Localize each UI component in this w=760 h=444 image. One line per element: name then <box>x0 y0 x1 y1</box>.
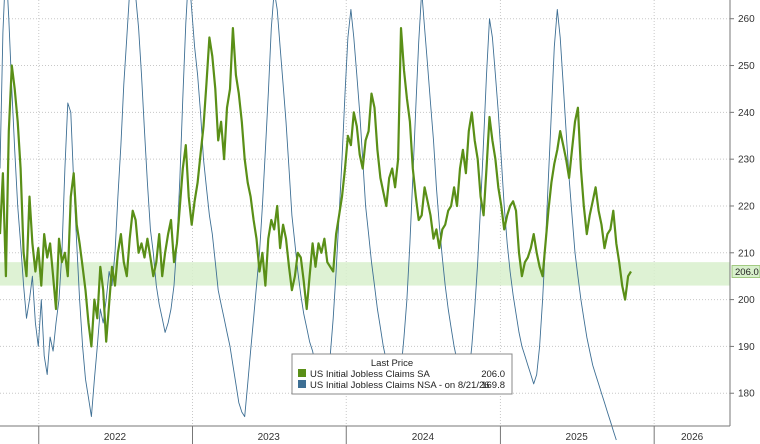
legend-box <box>291 353 513 395</box>
legend-value-sa: 206.0 <box>481 369 505 380</box>
range-band <box>0 262 730 286</box>
legend-swatch-sa <box>298 369 306 377</box>
series-line-sa <box>0 27 632 348</box>
last-value-text: 206.0 <box>735 267 759 278</box>
series-line-nsa <box>0 0 617 441</box>
legend-value-nsa: 169.8 <box>481 380 505 391</box>
highlight-band <box>0 262 730 286</box>
series-lines <box>0 0 632 441</box>
x-tick-label: 2022 <box>104 432 127 443</box>
last-value-box <box>731 265 760 278</box>
y-tick-label: 200 <box>738 295 755 306</box>
y-tick-label: 260 <box>738 14 755 25</box>
last-value-marker: 206.0 <box>731 265 760 278</box>
legend: Last Price US Initial Jobless Claims SA … <box>291 353 513 395</box>
y-tick-label: 240 <box>738 108 755 119</box>
x-tick-label: 2026 <box>681 432 704 443</box>
y-tick-label: 180 <box>738 389 755 400</box>
y-tick-label: 230 <box>738 155 755 166</box>
y-tick-label: 190 <box>738 342 755 353</box>
y-tick-label: 250 <box>738 61 755 72</box>
x-tick-label: 2023 <box>258 432 281 443</box>
y-tick-label: 220 <box>738 201 755 212</box>
y-tick-label: 210 <box>738 248 755 259</box>
legend-swatch-nsa <box>298 380 306 388</box>
legend-entry-nsa: US Initial Jobless Claims NSA - on 8/21/… <box>310 380 490 391</box>
x-tick-label: 2025 <box>566 432 589 443</box>
legend-title: Last Price <box>371 358 413 369</box>
legend-entry-sa: US Initial Jobless Claims SA <box>310 369 431 380</box>
x-tick-label: 2024 <box>412 432 435 443</box>
